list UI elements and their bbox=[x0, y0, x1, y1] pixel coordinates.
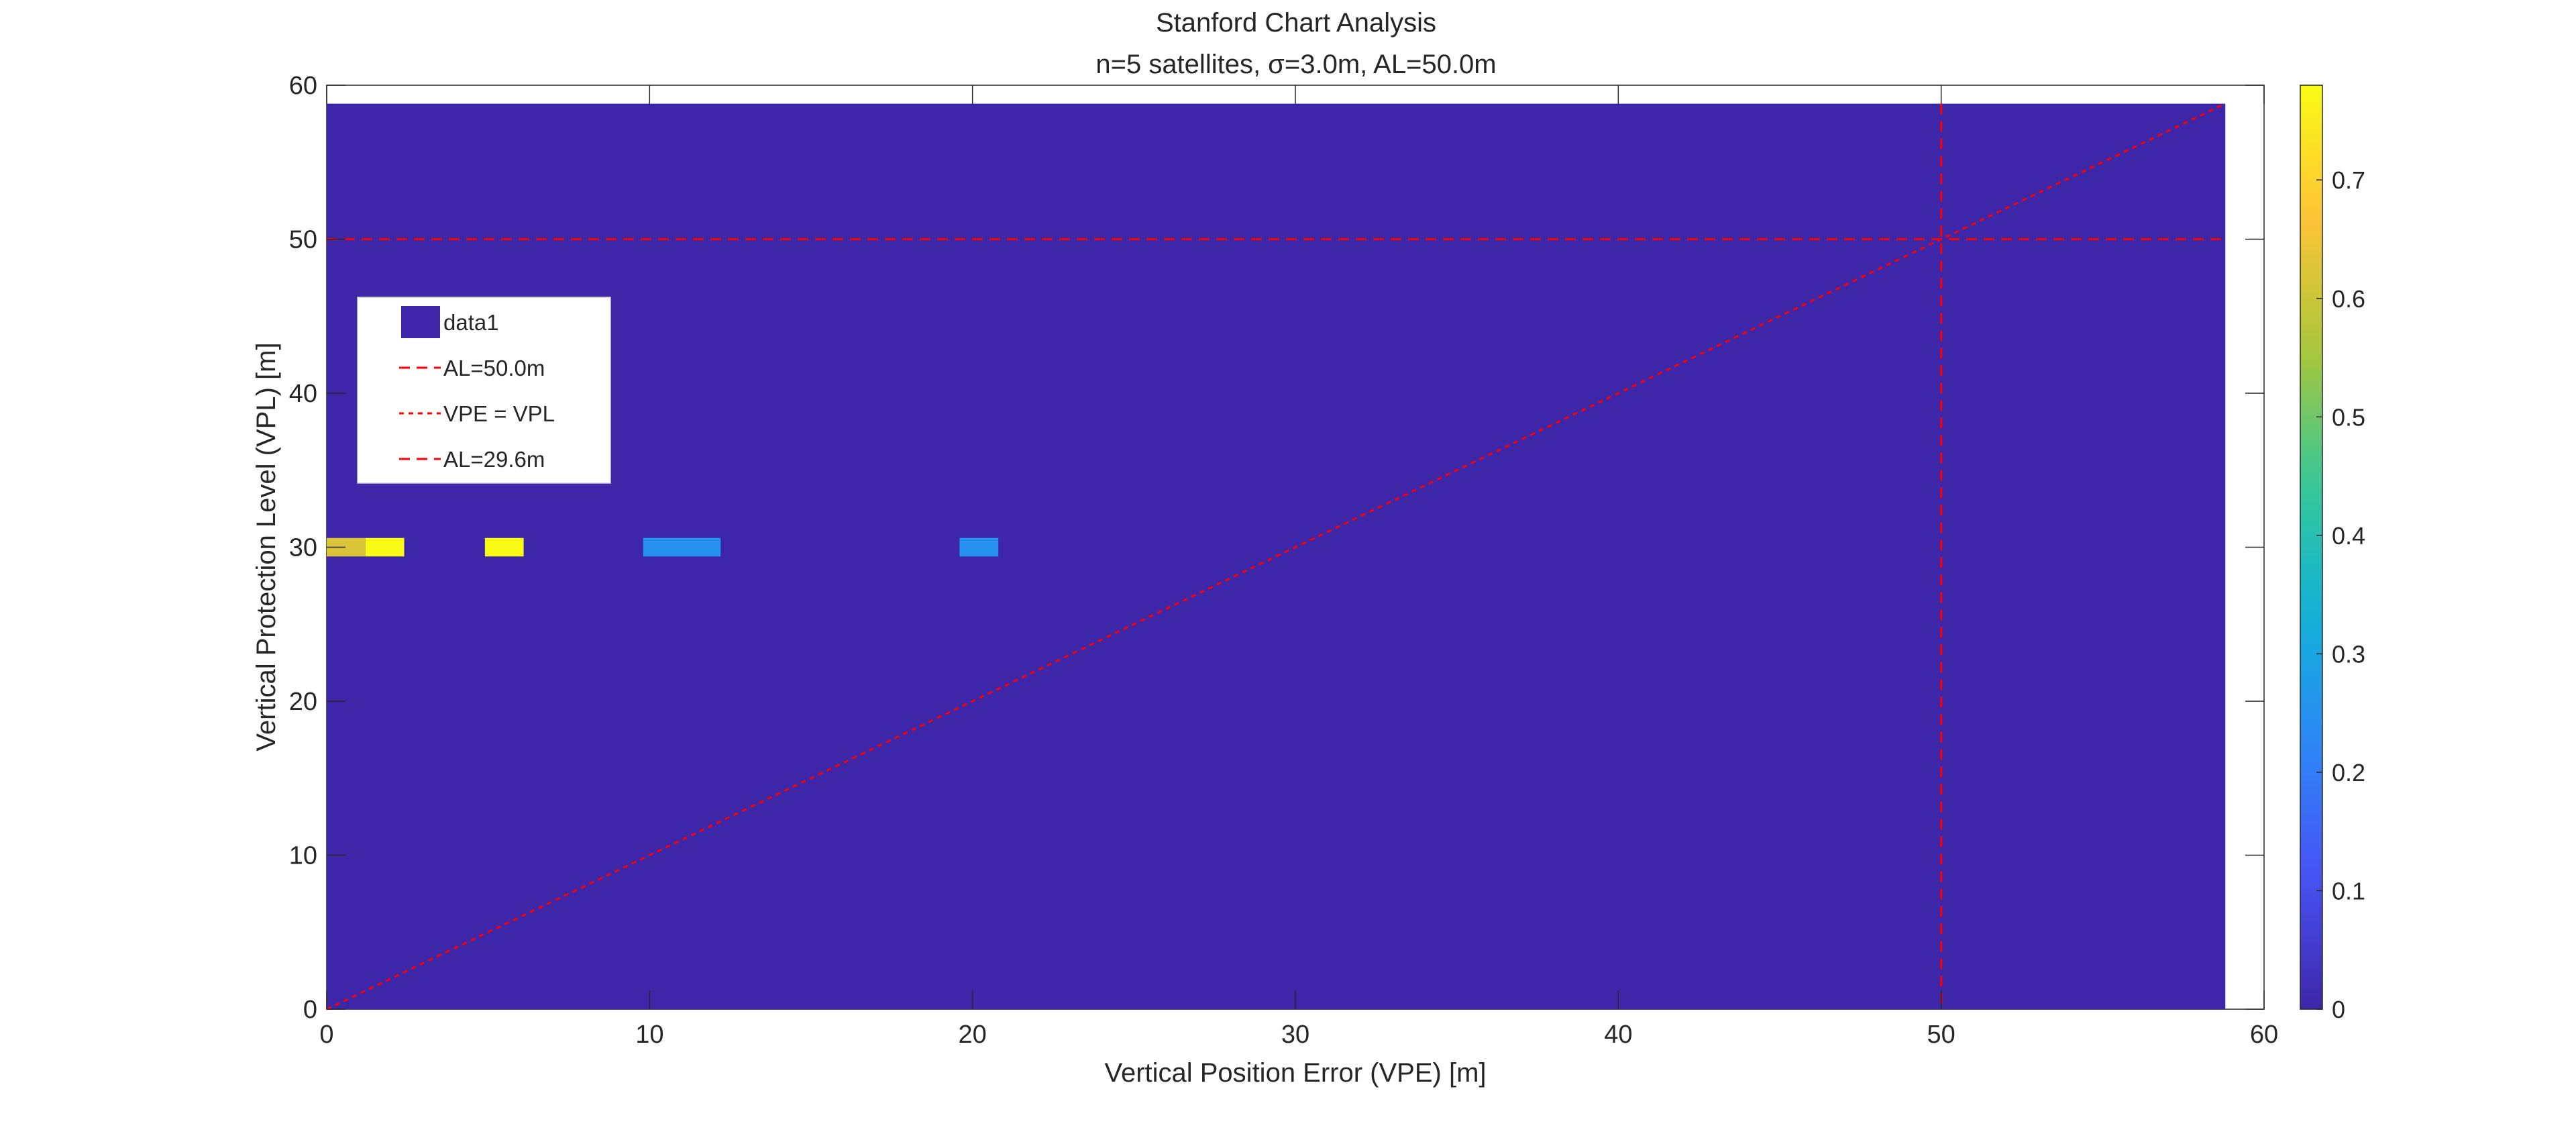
heatmap-cell bbox=[643, 537, 721, 557]
legend-label: AL=29.6m bbox=[443, 447, 545, 472]
colorbar-tick-label: 0.1 bbox=[2332, 877, 2365, 905]
x-tick-label: 50 bbox=[1927, 1021, 1955, 1049]
reference-lines bbox=[326, 103, 2226, 1011]
heatmap-cell bbox=[959, 537, 999, 557]
y-tick-label: 50 bbox=[289, 226, 317, 254]
x-tick-label: 30 bbox=[1281, 1021, 1309, 1049]
colorbar-tick-label: 0.7 bbox=[2332, 166, 2365, 194]
x-tick-label: 40 bbox=[1604, 1021, 1632, 1049]
heatmap-cell bbox=[484, 537, 524, 557]
chart-subtitle: n=5 satellites, σ=3.0m, AL=50.0m bbox=[1095, 50, 1496, 79]
legend-label: AL=50.0m bbox=[443, 356, 545, 380]
legend-label: VPE = VPL bbox=[443, 401, 555, 426]
legend-label: data1 bbox=[443, 310, 499, 335]
x-tick-label: 60 bbox=[2250, 1021, 2278, 1049]
colorbar-tick-label: 0.4 bbox=[2332, 522, 2365, 550]
x-tick-label: 20 bbox=[959, 1021, 987, 1049]
colorbar-tick-label: 0.2 bbox=[2332, 759, 2365, 786]
colorbar-tick-label: 0.3 bbox=[2332, 640, 2365, 668]
colorbar-bar bbox=[2300, 85, 2323, 1010]
y-tick-label: 40 bbox=[289, 380, 317, 408]
chart-title: Stanford Chart Analysis bbox=[1156, 8, 1436, 38]
y-tick-label: 0 bbox=[303, 996, 317, 1024]
x-axis-label: Vertical Position Error (VPE) [m] bbox=[1104, 1058, 1486, 1088]
colorbar-tick-label: 0.5 bbox=[2332, 403, 2365, 431]
colorbar: 0 0.1 0.2 0.3 0.4 0.5 0.6 0.7 bbox=[2300, 85, 2365, 1023]
y-tick-label: 20 bbox=[289, 688, 317, 716]
legend-swatch bbox=[401, 306, 440, 338]
legend: data1 AL=50.0m VPE = VPL AL=29.6m bbox=[357, 297, 611, 484]
y-tick-label: 30 bbox=[289, 534, 317, 562]
x-tick-label: 10 bbox=[635, 1021, 663, 1049]
heatmap-cell bbox=[365, 537, 405, 557]
x-tick-label: 0 bbox=[319, 1021, 333, 1049]
y-tick-label: 10 bbox=[289, 842, 317, 870]
reference-line bbox=[326, 103, 2226, 1011]
colorbar-tick-label: 0.6 bbox=[2332, 285, 2365, 313]
y-axis-label: Vertical Protection Level (VPL) [m] bbox=[252, 342, 281, 751]
y-tick-label: 60 bbox=[289, 72, 317, 100]
axes: 0 10 20 30 40 50 60 0 10 20 30 40 50 60 bbox=[289, 72, 2278, 1049]
legend-box bbox=[357, 297, 611, 484]
colorbar-tick-label: 0 bbox=[2332, 996, 2345, 1023]
